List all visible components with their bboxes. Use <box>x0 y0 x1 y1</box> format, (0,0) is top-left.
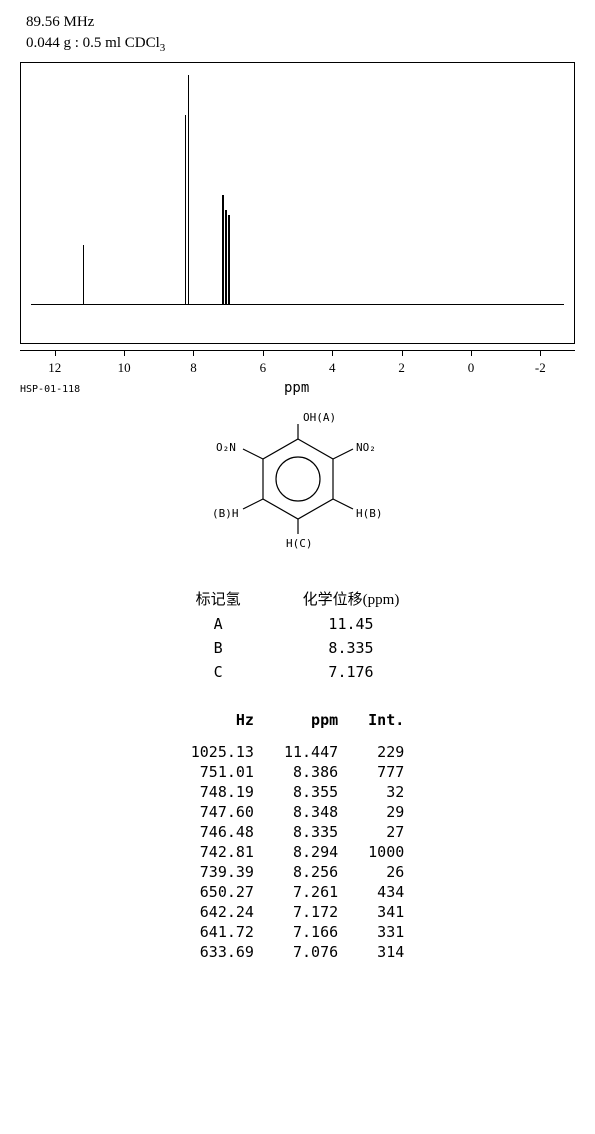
peak-int: 341 <box>354 903 418 921</box>
assign-hdr-ppm: 化学位移(ppm) <box>273 586 430 611</box>
assign-h: C <box>166 661 271 683</box>
peak-int: 777 <box>354 763 418 781</box>
assign-h: A <box>166 613 271 635</box>
peak-row: 1025.1311.447229 <box>177 743 419 761</box>
peak-row: 746.488.33527 <box>177 823 419 841</box>
mol-label-b-l: (B)H <box>212 507 239 520</box>
axis-tick-label: 2 <box>398 360 405 376</box>
peak-hz: 650.27 <box>177 883 268 901</box>
axis-tick-label: 12 <box>48 360 61 376</box>
mol-label-c: H(C) <box>286 537 313 550</box>
axis-tick <box>471 350 472 356</box>
peak-int: 331 <box>354 923 418 941</box>
axis-line <box>20 350 575 351</box>
peak-ppm: 8.348 <box>270 803 352 821</box>
axis-tick-label: 8 <box>190 360 197 376</box>
peak-row: 751.018.386777 <box>177 763 419 781</box>
spectrum-code: HSP-01-118 <box>20 384 80 395</box>
peak-int: 26 <box>354 863 418 881</box>
axis-tick-label: -2 <box>535 360 546 376</box>
peak-hz: 747.60 <box>177 803 268 821</box>
spectrum-peak <box>185 115 187 305</box>
peak-row: 642.247.172341 <box>177 903 419 921</box>
peak-ppm: 8.355 <box>270 783 352 801</box>
assign-ppm: 7.176 <box>273 661 430 683</box>
axis-tick <box>55 350 56 356</box>
peak-ppm: 11.447 <box>270 743 352 761</box>
assign-h: B <box>166 637 271 659</box>
axis-title: ppm <box>284 380 309 396</box>
assign-ppm: 8.335 <box>273 637 430 659</box>
peak-row: 742.818.2941000 <box>177 843 419 861</box>
mol-label-no2-l: O₂N <box>216 441 236 454</box>
axis-tick-label: 6 <box>260 360 267 376</box>
peak-table: Hz ppm Int. 1025.1311.447229751.018.3867… <box>175 709 421 963</box>
peak-ppm: 7.076 <box>270 943 352 961</box>
axis-tick <box>402 350 403 356</box>
axis-tick-label: 10 <box>118 360 131 376</box>
assign-row: A11.45 <box>166 613 430 635</box>
mol-label-no2-r: NO₂ <box>356 441 376 454</box>
spectrum-peak <box>225 210 227 305</box>
sample-label: 0.044 g : 0.5 ml CDCl3 <box>26 35 585 54</box>
mol-label-a: OH(A) <box>303 411 336 424</box>
axis-tick-label: 0 <box>468 360 475 376</box>
peak-ppm: 7.166 <box>270 923 352 941</box>
assign-ppm: 11.45 <box>273 613 430 635</box>
peak-int: 434 <box>354 883 418 901</box>
nmr-spectrum <box>20 62 575 344</box>
peak-ppm: 7.172 <box>270 903 352 921</box>
peak-hdr-hz: Hz <box>177 711 268 741</box>
peak-hz: 746.48 <box>177 823 268 841</box>
molecule-structure: OH(A) NO₂ O₂N H(B) (B)H H(C) <box>168 409 428 564</box>
assignment-table: 标记氢 化学位移(ppm) A11.45B8.335C7.176 <box>164 584 432 685</box>
peak-hz: 748.19 <box>177 783 268 801</box>
axis-tick <box>124 350 125 356</box>
peak-row: 650.277.261434 <box>177 883 419 901</box>
peak-ppm: 7.261 <box>270 883 352 901</box>
spectrum-peak <box>222 195 224 305</box>
assign-hdr-h: 标记氢 <box>166 586 271 611</box>
x-axis: 12 10 8 6 4 2 0 -2 <box>20 350 575 380</box>
peak-hz: 642.24 <box>177 903 268 921</box>
spectrum-baseline <box>31 304 564 305</box>
peak-ppm: 8.386 <box>270 763 352 781</box>
peak-hz: 633.69 <box>177 943 268 961</box>
peak-int: 314 <box>354 943 418 961</box>
peak-hz: 739.39 <box>177 863 268 881</box>
axis-tick <box>193 350 194 356</box>
peak-row: 633.697.076314 <box>177 943 419 961</box>
mol-label-b-r: H(B) <box>356 507 383 520</box>
peak-hz: 1025.13 <box>177 743 268 761</box>
peak-int: 27 <box>354 823 418 841</box>
assign-row: C7.176 <box>166 661 430 683</box>
peak-hz: 742.81 <box>177 843 268 861</box>
axis-tick <box>332 350 333 356</box>
peak-ppm: 8.294 <box>270 843 352 861</box>
peak-row: 748.198.35532 <box>177 783 419 801</box>
peak-row: 641.727.166331 <box>177 923 419 941</box>
axis-tick <box>263 350 264 356</box>
spectrum-peak <box>83 245 85 305</box>
axis-tick <box>540 350 541 356</box>
spectrum-peak <box>228 215 230 305</box>
axis-tick-label: 4 <box>329 360 336 376</box>
peak-hdr-ppm: ppm <box>270 711 352 741</box>
peak-hz: 751.01 <box>177 763 268 781</box>
peak-hz: 641.72 <box>177 923 268 941</box>
assign-row: B8.335 <box>166 637 430 659</box>
frequency-label: 89.56 MHz <box>26 14 585 31</box>
sample-subscript: 3 <box>160 42 166 54</box>
sample-text: 0.044 g : 0.5 ml CDCl <box>26 35 160 51</box>
peak-row: 747.608.34829 <box>177 803 419 821</box>
peak-ppm: 8.256 <box>270 863 352 881</box>
peak-int: 229 <box>354 743 418 761</box>
peak-int: 1000 <box>354 843 418 861</box>
peak-row: 739.398.25626 <box>177 863 419 881</box>
peak-ppm: 8.335 <box>270 823 352 841</box>
peak-int: 29 <box>354 803 418 821</box>
peak-hdr-int: Int. <box>354 711 418 741</box>
peak-int: 32 <box>354 783 418 801</box>
spectrum-peak <box>188 75 190 305</box>
